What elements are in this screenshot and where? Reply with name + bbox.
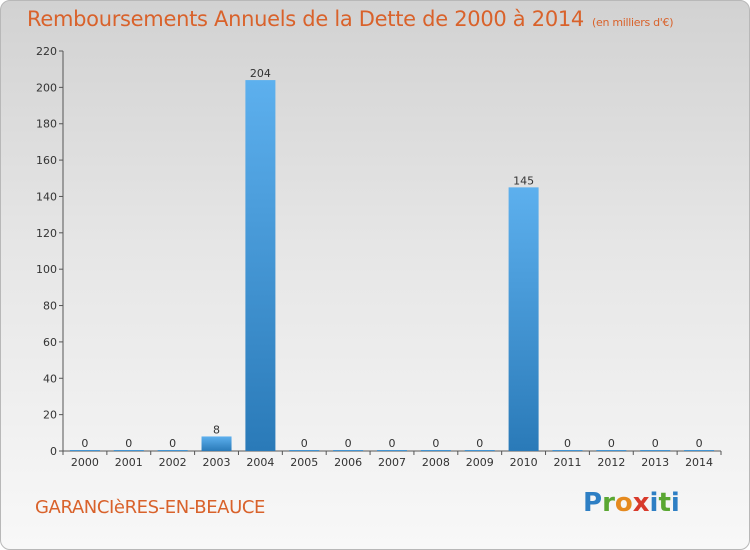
proxiti-logo: Proxiti	[583, 488, 680, 518]
data-label-2014: 0	[696, 437, 703, 450]
data-label-2012: 0	[608, 437, 615, 450]
logo-letter: x	[632, 488, 650, 518]
logo-letter: o	[614, 488, 633, 518]
y-tick-label: 60	[43, 336, 57, 349]
bar-2014	[684, 450, 715, 451]
bar-2003	[201, 436, 232, 451]
y-tick-label: 40	[43, 372, 57, 385]
x-tick-label: 2004	[246, 456, 274, 469]
logo-letter: i	[670, 488, 680, 518]
data-label-2006: 0	[345, 437, 352, 450]
chart-bars	[69, 80, 715, 451]
x-tick-label: 2006	[334, 456, 362, 469]
x-tick-label: 2005	[290, 456, 318, 469]
bar-2010	[508, 187, 539, 451]
data-label-2005: 0	[301, 437, 308, 450]
y-tick-label: 20	[43, 409, 57, 422]
x-tick-label: 2001	[115, 456, 143, 469]
data-label-2013: 0	[652, 437, 659, 450]
bar-2005	[289, 450, 320, 451]
bar-2011	[552, 450, 583, 451]
bar-2001	[113, 450, 144, 451]
data-label-2001: 0	[125, 437, 132, 450]
y-tick-label: 0	[50, 445, 57, 458]
x-tick-label: 2000	[71, 456, 99, 469]
data-label-2007: 0	[389, 437, 396, 450]
x-tick-label: 2002	[159, 456, 187, 469]
y-tick-label: 120	[36, 227, 57, 240]
y-tick-label: 160	[36, 154, 57, 167]
location-label: GARANCIèRES-EN-BEAUCE	[35, 497, 266, 518]
bar-2009	[464, 450, 495, 451]
x-tick-label: 2003	[203, 456, 231, 469]
bar-2007	[377, 450, 407, 451]
data-label-2009: 0	[476, 437, 483, 450]
chart-title: Remboursements Annuels de la Dette de 20…	[27, 7, 673, 31]
logo-letter: P	[583, 488, 603, 518]
logo-letter: i	[649, 488, 659, 518]
x-tick-label: 2012	[597, 456, 625, 469]
data-label-2008: 0	[432, 437, 439, 450]
bar-2008	[420, 450, 451, 451]
bar-2012	[596, 450, 627, 451]
data-label-2002: 0	[169, 437, 176, 450]
bar-2013	[640, 450, 671, 451]
y-tick-label: 180	[36, 118, 57, 131]
x-tick-label: 2013	[641, 456, 669, 469]
logo-letter: t	[658, 488, 671, 518]
x-tick-label: 2009	[466, 456, 494, 469]
y-tick-label: 100	[36, 263, 57, 276]
x-tick-label: 2008	[422, 456, 450, 469]
data-label-2004: 204	[250, 67, 271, 80]
chart-data-labels: 0 0 0 8 204 0 0 0 0 0 145 0 0 0 0	[81, 67, 702, 450]
x-tick-label: 2011	[553, 456, 581, 469]
chart-subtitle: (en milliers d'€)	[592, 16, 674, 29]
bar-2006	[333, 450, 364, 451]
logo-letter: r	[602, 488, 615, 518]
y-tick-label: 140	[36, 190, 57, 203]
data-label-2000: 0	[81, 437, 88, 450]
bar-2000	[69, 450, 100, 451]
x-tick-label: 2010	[510, 456, 538, 469]
data-label-2010: 145	[513, 174, 534, 187]
data-label-2003: 8	[213, 423, 220, 436]
y-tick-label: 200	[36, 81, 57, 94]
x-tick-label: 2007	[378, 456, 406, 469]
bar-2004	[245, 80, 276, 451]
chart-title-text: Remboursements Annuels de la Dette de 20…	[27, 7, 584, 31]
y-tick-label: 80	[43, 300, 57, 313]
y-tick-label: 220	[36, 45, 57, 58]
bar-2002	[157, 450, 188, 451]
data-label-2011: 0	[564, 437, 571, 450]
x-tick-label: 2014	[685, 456, 713, 469]
